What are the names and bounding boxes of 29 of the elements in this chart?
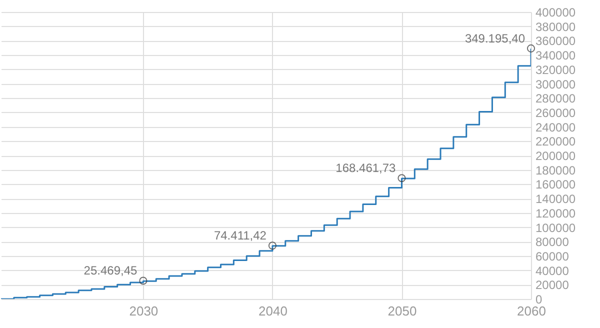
y-tick-label: 220000 — [536, 134, 576, 149]
y-tick-label: 0 — [536, 292, 542, 306]
y-tick-label: 60000 — [536, 249, 570, 264]
y-tick-label: 120000 — [536, 206, 576, 220]
annotation: 349.195,40 — [464, 31, 526, 46]
annotation: 25.469,45 — [84, 264, 138, 278]
y-tick-label: 340000 — [536, 48, 576, 63]
y-tick-label: 80000 — [536, 235, 570, 250]
y-tick-label: 160000 — [536, 178, 576, 192]
y-tick-label: 20000 — [536, 278, 570, 292]
x-tick-label: 2060 — [517, 304, 546, 318]
y-tick-label: 360000 — [536, 34, 576, 48]
y-tick-label: 300000 — [536, 77, 576, 92]
y-tick-label: 380000 — [536, 20, 576, 34]
x-tick-label: 2040 — [258, 304, 288, 318]
y-tick-label: 320000 — [536, 62, 576, 77]
y-tick-label: 100000 — [536, 220, 576, 235]
y-tick-label: 260000 — [536, 106, 576, 120]
y-tick-label: 180000 — [536, 163, 576, 178]
y-tick-label: 400000 — [536, 6, 576, 20]
y-tick-label: 200000 — [536, 149, 576, 163]
annotation: 168.461,73 — [336, 161, 396, 176]
y-tick-label: 280000 — [536, 92, 576, 106]
y-tick-label: 140000 — [536, 192, 576, 206]
x-tick-label: 2050 — [388, 304, 417, 318]
y-tick-label: 240000 — [536, 120, 576, 134]
x-tick-label: 2030 — [129, 304, 158, 318]
y-tick-label: 40000 — [536, 264, 570, 278]
annotation: 74.411,42 — [214, 228, 267, 243]
